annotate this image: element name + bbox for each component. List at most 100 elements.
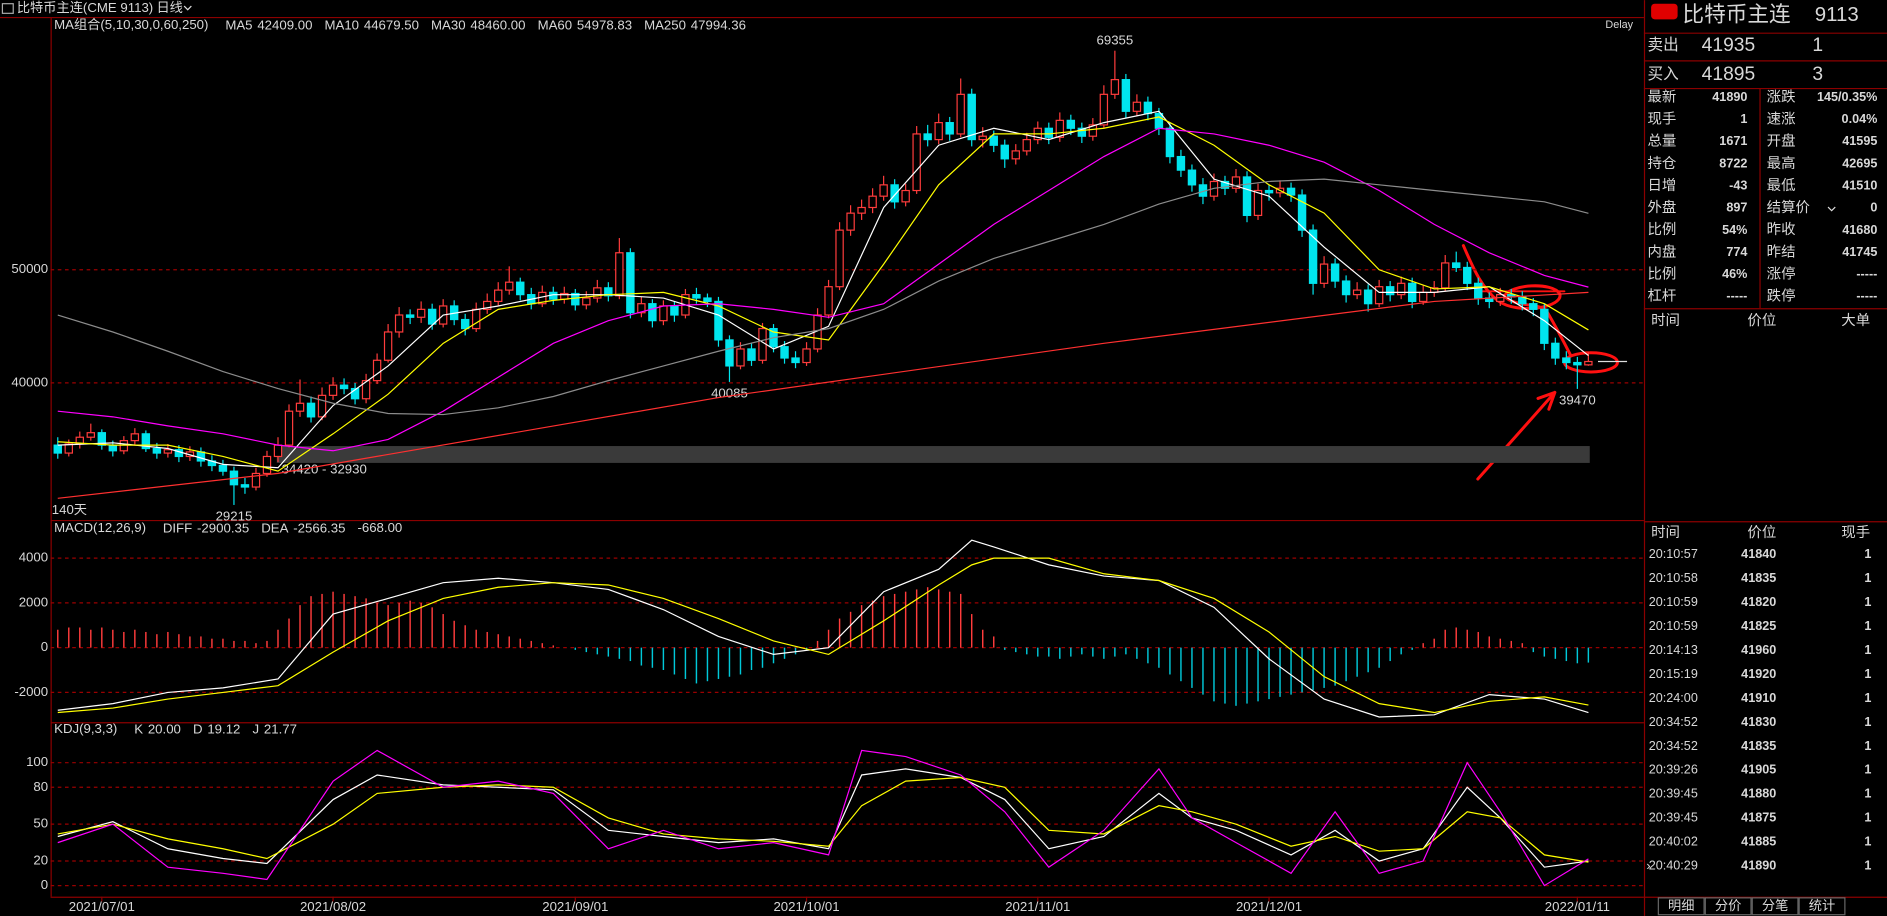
trade-price: 41830 bbox=[1741, 715, 1776, 729]
candle-body bbox=[53, 444, 62, 454]
candle-body bbox=[736, 348, 745, 367]
legend-name: DEA bbox=[261, 520, 288, 535]
menu-icon[interactable] bbox=[1, 3, 14, 14]
field-value: ----- bbox=[1856, 289, 1877, 303]
field-label: 开盘 bbox=[1767, 132, 1796, 150]
trade-volume: 1 bbox=[1864, 739, 1871, 753]
badge bbox=[1651, 3, 1678, 20]
candle-body bbox=[1165, 127, 1175, 158]
y-tick-label: 0 bbox=[41, 877, 48, 892]
candle-body bbox=[141, 433, 151, 450]
ma-line bbox=[57, 116, 1589, 472]
candle-body bbox=[879, 184, 888, 197]
candle-body bbox=[1011, 150, 1020, 160]
indicator-title: KDJ(9,3,3) bbox=[54, 721, 117, 736]
legend-name: D bbox=[193, 721, 203, 736]
trades-header: 时间 bbox=[1651, 524, 1680, 541]
candle-body bbox=[945, 122, 954, 135]
candle-body bbox=[835, 229, 844, 288]
trade-price: 41840 bbox=[1741, 547, 1776, 561]
candle-body bbox=[934, 122, 943, 141]
candle-body bbox=[1143, 101, 1153, 115]
candle-body bbox=[64, 443, 73, 454]
trade-time: 20:39:45 bbox=[1649, 811, 1698, 825]
candle-body bbox=[912, 133, 921, 192]
candle-body bbox=[394, 314, 404, 333]
candle-body bbox=[758, 327, 767, 361]
field-label: 杠杆 bbox=[1648, 288, 1677, 305]
legend-name: MA60 bbox=[538, 17, 573, 32]
indicator-line bbox=[57, 749, 1589, 887]
candle-body bbox=[1066, 119, 1076, 129]
field-value: 41745 bbox=[1842, 245, 1877, 259]
price-label: 39470 bbox=[1559, 392, 1596, 407]
y-tick-label: 4000 bbox=[19, 550, 48, 565]
candle-body bbox=[152, 447, 162, 454]
candle-body bbox=[1176, 155, 1186, 171]
candle-body bbox=[846, 212, 855, 231]
period-chevron[interactable] bbox=[183, 5, 192, 11]
candle-body bbox=[604, 287, 613, 297]
candle-body bbox=[317, 394, 327, 418]
candle-body bbox=[295, 402, 305, 412]
trade-volume: 1 bbox=[1864, 811, 1871, 825]
candle-body bbox=[516, 281, 525, 296]
legend-name: MA250 bbox=[644, 17, 686, 32]
candle-body bbox=[163, 449, 173, 454]
candle-body bbox=[1297, 194, 1307, 231]
candle-body bbox=[328, 384, 338, 396]
field-label: 总量 bbox=[1648, 133, 1677, 150]
candle-body bbox=[416, 308, 426, 318]
tab[interactable]: 明细 bbox=[1668, 898, 1694, 913]
indicator-line bbox=[57, 768, 1589, 868]
annotation-arrow bbox=[1476, 390, 1557, 481]
candle-body bbox=[978, 135, 987, 141]
tab[interactable]: 分价 bbox=[1715, 898, 1741, 913]
candle-body bbox=[824, 286, 833, 316]
candle-body bbox=[637, 303, 646, 314]
candle-body bbox=[890, 184, 899, 203]
book-label: 买入 bbox=[1648, 65, 1680, 83]
trade-volume: 1 bbox=[1864, 619, 1871, 633]
candle-body bbox=[284, 410, 294, 446]
field-label: 最低 bbox=[1767, 177, 1796, 194]
candle-body bbox=[703, 297, 712, 303]
field-label: 内盘 bbox=[1648, 242, 1677, 260]
field-value: 41595 bbox=[1842, 134, 1877, 148]
candle-body bbox=[1452, 262, 1461, 269]
tab[interactable]: 统计 bbox=[1809, 898, 1835, 913]
candle-body bbox=[923, 133, 932, 141]
candle-body bbox=[218, 464, 228, 472]
candle-body bbox=[251, 472, 261, 488]
candle-body bbox=[1418, 291, 1428, 303]
legend-item: D 19.12 bbox=[193, 721, 240, 736]
trade-price: 41835 bbox=[1741, 571, 1776, 585]
candle-body bbox=[615, 252, 624, 297]
candle-body bbox=[306, 402, 316, 418]
candle-body bbox=[1463, 266, 1472, 284]
trade-volume: 1 bbox=[1864, 571, 1871, 585]
candle-body bbox=[240, 484, 250, 488]
section-header: 价位 bbox=[1747, 312, 1776, 329]
candle-body bbox=[1573, 361, 1582, 366]
period[interactable]: 日线 bbox=[156, 0, 182, 15]
legend-item: MA250 47994.36 bbox=[644, 17, 746, 32]
indicator-line bbox=[57, 539, 1589, 718]
field-value: 774 bbox=[1726, 245, 1747, 259]
candle-body bbox=[372, 359, 382, 382]
candle-body bbox=[1308, 229, 1318, 284]
x-tick-label: 2021/11/01 bbox=[1005, 899, 1070, 914]
trade-volume: 1 bbox=[1864, 787, 1871, 801]
x-tick-label: 2021/10/01 bbox=[773, 899, 839, 914]
trades-header: 价位 bbox=[1747, 524, 1776, 541]
candle-body bbox=[471, 308, 481, 330]
tab-bar bbox=[1657, 897, 1846, 916]
trade-time: 20:10:58 bbox=[1649, 571, 1698, 585]
ma-line bbox=[57, 178, 1589, 416]
trade-price: 41910 bbox=[1741, 691, 1776, 705]
x-tick-label: 2022/01/11 bbox=[1545, 899, 1610, 914]
tab[interactable]: 分笔 bbox=[1762, 898, 1788, 913]
legend-value: 44679.50 bbox=[364, 17, 419, 32]
candle-body bbox=[1385, 286, 1395, 296]
